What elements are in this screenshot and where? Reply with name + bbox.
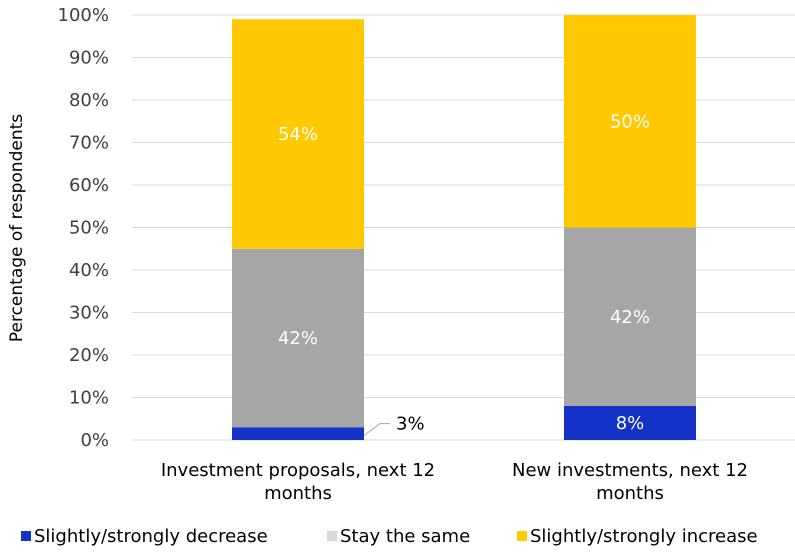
leader-line	[363, 423, 390, 437]
y-tick-label: 100%	[58, 5, 109, 26]
bar-segment	[232, 248, 364, 428]
legend-label: Slightly/strongly decrease	[34, 526, 268, 547]
y-tick-label: 40%	[69, 260, 109, 281]
legend-swatch	[517, 531, 527, 541]
legend-swatch	[21, 531, 31, 541]
bar-segment	[232, 19, 364, 249]
bar-segment	[564, 15, 696, 228]
y-tick-label: 50%	[69, 218, 109, 239]
y-tick-label: 10%	[69, 388, 109, 409]
y-axis-label: Percentage of respondents	[7, 114, 27, 342]
bar-segment	[564, 406, 696, 440]
data-label: 42%	[610, 307, 650, 328]
legend-swatch	[327, 531, 337, 541]
x-category-label: New investments, next 12	[512, 460, 748, 481]
y-axis-ticks: 0% 10% 20% 30% 40% 50% 60% 70% 80% 90% 100%	[58, 5, 109, 451]
data-labels: 3% 42% 54% 8% 42% 50%	[278, 111, 650, 437]
bar-segment	[232, 427, 364, 440]
y-tick-label: 0%	[80, 430, 109, 451]
data-label: 50%	[610, 111, 650, 132]
legend-label: Stay the same	[340, 526, 470, 547]
data-label: 8%	[616, 413, 645, 434]
y-tick-label: 30%	[69, 303, 109, 324]
data-label: 3%	[396, 414, 425, 435]
x-category-label: months	[264, 483, 332, 504]
data-label: 42%	[278, 328, 318, 349]
legend-label: Slightly/strongly increase	[530, 526, 758, 547]
bars	[232, 15, 696, 440]
y-tick-label: 90%	[69, 48, 109, 69]
y-tick-label: 20%	[69, 345, 109, 366]
x-category-label: months	[596, 483, 664, 504]
x-category-label: Investment proposals, next 12	[161, 460, 435, 481]
y-tick-label: 60%	[69, 175, 109, 196]
legend: Slightly/strongly decrease Stay the same S…	[21, 526, 758, 547]
y-tick-label: 80%	[69, 90, 109, 111]
y-tick-label: 70%	[69, 133, 109, 154]
data-label: 54%	[278, 124, 318, 145]
bar-segment	[564, 227, 696, 406]
